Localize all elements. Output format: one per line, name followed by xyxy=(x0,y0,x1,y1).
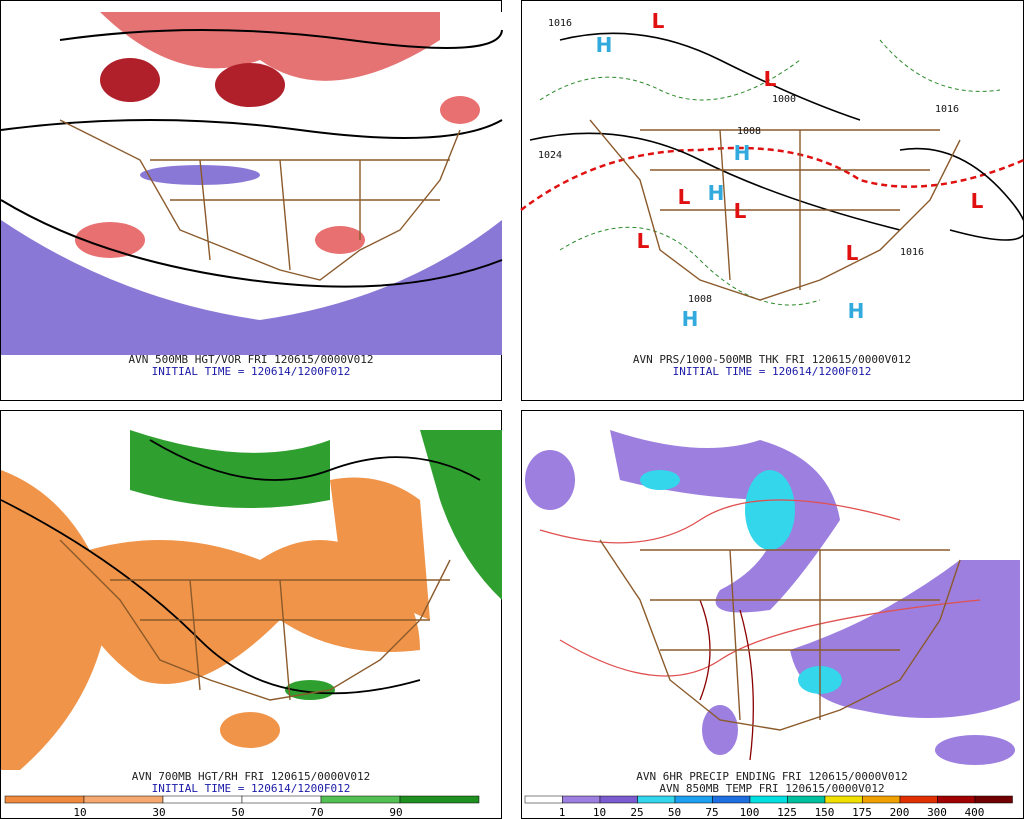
colorbar-label: 1 xyxy=(559,806,566,819)
pressure-center: L xyxy=(637,229,650,253)
colorbar-segment xyxy=(241,795,322,804)
colorbar-label: 300 xyxy=(927,806,947,819)
subcaption: AVN 850MB TEMP FRI 120615/0000V012 xyxy=(659,782,884,795)
colorbar-segment xyxy=(899,795,938,804)
initial-time: INITIAL TIME = 120614/1200F012 xyxy=(152,365,351,378)
caption: AVN 700MB HGT/RH FRI 120615/0000V012 xyxy=(132,770,370,783)
colorbar-label: 75 xyxy=(705,806,718,819)
contour-label: 1016 xyxy=(935,104,959,115)
map-vorticity xyxy=(0,12,503,355)
colorbar-segment xyxy=(524,795,563,804)
colorbar-segment xyxy=(937,795,976,804)
pressure-center: H xyxy=(596,33,613,57)
labels: AVN 500MB HGT/VOR FRI 120615/0000V012 IN… xyxy=(128,353,911,795)
colorbar-label: 400 xyxy=(965,806,985,819)
caption: AVN 6HR PRECIP ENDING FRI 120615/0000V01… xyxy=(636,770,908,783)
colorbar-segment xyxy=(862,795,901,804)
pressure-center: H xyxy=(848,299,865,323)
colorbar-label: 50 xyxy=(668,806,681,819)
contour-label: 1024 xyxy=(538,150,562,161)
pressure-center: L xyxy=(846,241,859,265)
pressure-center: L xyxy=(971,189,984,213)
colorbar-segment xyxy=(637,795,676,804)
caption: AVN 500MB HGT/VOR FRI 120615/0000V012 xyxy=(128,353,373,366)
contour-label: 1016 xyxy=(548,18,572,29)
colorbar-segment xyxy=(562,795,601,804)
map-precip xyxy=(525,430,1020,765)
colorbar-label: 150 xyxy=(815,806,835,819)
initial-time: INITIAL TIME = 120614/1200F012 xyxy=(152,782,351,795)
contour-label: 1000 xyxy=(772,94,796,105)
panel-frame xyxy=(521,0,1024,401)
colorbar-label: 30 xyxy=(152,806,165,819)
colorbar-segment xyxy=(674,795,713,804)
map-pressure xyxy=(520,32,1024,306)
colorbar-segment xyxy=(824,795,863,804)
colorbar-label: 10 xyxy=(73,806,86,819)
pressure-center: H xyxy=(734,141,751,165)
colorbar-label: 100 xyxy=(740,806,760,819)
colorbar-segment xyxy=(749,795,788,804)
colorbar-segment xyxy=(599,795,638,804)
map-rh xyxy=(0,430,502,770)
colorbar-label: 70 xyxy=(310,806,323,819)
pressure-center: L xyxy=(652,9,665,33)
colorbar-label: 175 xyxy=(852,806,872,819)
pressure-center: H xyxy=(682,307,699,331)
colorbar-label: 90 xyxy=(389,806,402,819)
colorbar-label: 125 xyxy=(777,806,797,819)
colorbar-label: 25 xyxy=(630,806,643,819)
colorbar-segment xyxy=(399,795,480,804)
colorbar-segment xyxy=(162,795,243,804)
caption: AVN PRS/1000-500MB THK FRI 120615/0000V0… xyxy=(633,353,911,366)
colorbar-segment xyxy=(320,795,401,804)
pressure-center: H xyxy=(708,181,725,205)
pressure-center: L xyxy=(764,67,777,91)
colorbar-label: 200 xyxy=(890,806,910,819)
colorbar-segment xyxy=(712,795,751,804)
colorbar-label: 50 xyxy=(231,806,244,819)
colorbar-label: 10 xyxy=(593,806,606,819)
pressure-center: L xyxy=(678,185,691,209)
colorbar-segment xyxy=(787,795,826,804)
contour-label: 1008 xyxy=(688,294,712,305)
initial-time: INITIAL TIME = 120614/1200F012 xyxy=(673,365,872,378)
colorbar-segment xyxy=(4,795,85,804)
contour-label: 1008 xyxy=(737,126,761,137)
colorbar-segment xyxy=(83,795,164,804)
colorbar-segment xyxy=(974,795,1013,804)
contour-label: 1016 xyxy=(900,247,924,258)
pressure-center: L xyxy=(734,199,747,223)
